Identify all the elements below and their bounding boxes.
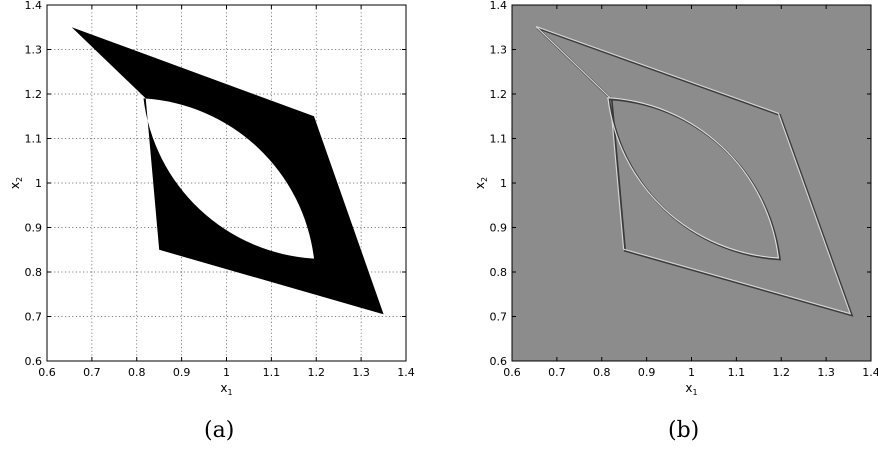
y-tick-label: 0.8 bbox=[25, 266, 43, 279]
y-tick-label: 1.2 bbox=[490, 88, 508, 101]
x-tick-label: 0.6 bbox=[503, 366, 521, 379]
x-tick-label: 1 bbox=[223, 366, 230, 379]
x-tick-label: 1.3 bbox=[817, 366, 835, 379]
x-tick-label: 0.6 bbox=[38, 366, 56, 379]
x-tick-label: 0.8 bbox=[593, 366, 611, 379]
caption-a: (a) bbox=[204, 418, 235, 443]
edge-highlight-outer bbox=[535, 26, 852, 315]
x-tick-label: 1.4 bbox=[397, 366, 415, 379]
x-axis-label: x1 bbox=[220, 381, 232, 397]
x-tick-label: 1.1 bbox=[263, 366, 281, 379]
y-tick-label: 0.9 bbox=[25, 222, 43, 235]
panel-a-plot: 0.6 0.7 0.8 0.9 1 1.1 1.2 1.3 1.4 0.6 0.7 0.8 0.9 1 1.… bbox=[8, 0, 415, 397]
y-tick-label: 1.4 bbox=[490, 0, 508, 12]
y-tick-label: 1.4 bbox=[25, 0, 43, 12]
edge-highlight-inner bbox=[607, 97, 780, 259]
x-tick-label: 1 bbox=[688, 366, 695, 379]
y-tick-label: 1.1 bbox=[25, 133, 43, 146]
x-axis-label-subscript: 1 bbox=[228, 388, 233, 397]
y-tick-label: 1 bbox=[500, 177, 507, 190]
x-axis-label-subscript: 1 bbox=[693, 388, 698, 397]
plot-area-b bbox=[512, 5, 871, 361]
x-tick-label: 0.7 bbox=[548, 366, 566, 379]
y-tick-label: 0.6 bbox=[25, 355, 43, 368]
x-tick-label: 1.2 bbox=[308, 366, 326, 379]
y-tick-label: 0.9 bbox=[490, 222, 508, 235]
y-tick-label: 1.3 bbox=[490, 44, 508, 57]
y-tick-label: 1.1 bbox=[490, 133, 508, 146]
y-tick-label: 0.6 bbox=[490, 355, 508, 368]
x-tick-label: 1.1 bbox=[728, 366, 746, 379]
y-tick-label: 0.7 bbox=[25, 311, 43, 324]
x-tick-label: 0.9 bbox=[173, 366, 191, 379]
y-axis-label-subscript: 2 bbox=[480, 177, 489, 182]
y-tick-label: 1.2 bbox=[25, 88, 43, 101]
y-tick-label: 0.7 bbox=[490, 311, 508, 324]
x-tick-label: 0.9 bbox=[638, 366, 656, 379]
y-axis-label-subscript: 2 bbox=[15, 177, 24, 182]
y-tick-label: 0.8 bbox=[490, 266, 508, 279]
y-tick-label: 1.3 bbox=[25, 44, 43, 57]
y-axis-label: x2 bbox=[8, 177, 24, 189]
x-tick-label: 1.3 bbox=[352, 366, 370, 379]
panel-b-plot: 0.6 0.7 0.8 0.9 1 1.1 1.2 1.3 1.4 0.6 0.7 0.8 0.9 1 1.… bbox=[473, 0, 878, 397]
x-tick-label: 0.7 bbox=[83, 366, 101, 379]
x-tick-label: 0.8 bbox=[128, 366, 146, 379]
x-tick-label: 1.4 bbox=[862, 366, 878, 379]
y-tick-label: 1 bbox=[35, 177, 42, 190]
x-tick-label: 1.2 bbox=[773, 366, 791, 379]
y-axis-label: x2 bbox=[473, 177, 489, 189]
x-axis-label: x1 bbox=[685, 381, 697, 397]
filled-region-a bbox=[71, 27, 384, 315]
caption-b: (b) bbox=[668, 418, 700, 443]
